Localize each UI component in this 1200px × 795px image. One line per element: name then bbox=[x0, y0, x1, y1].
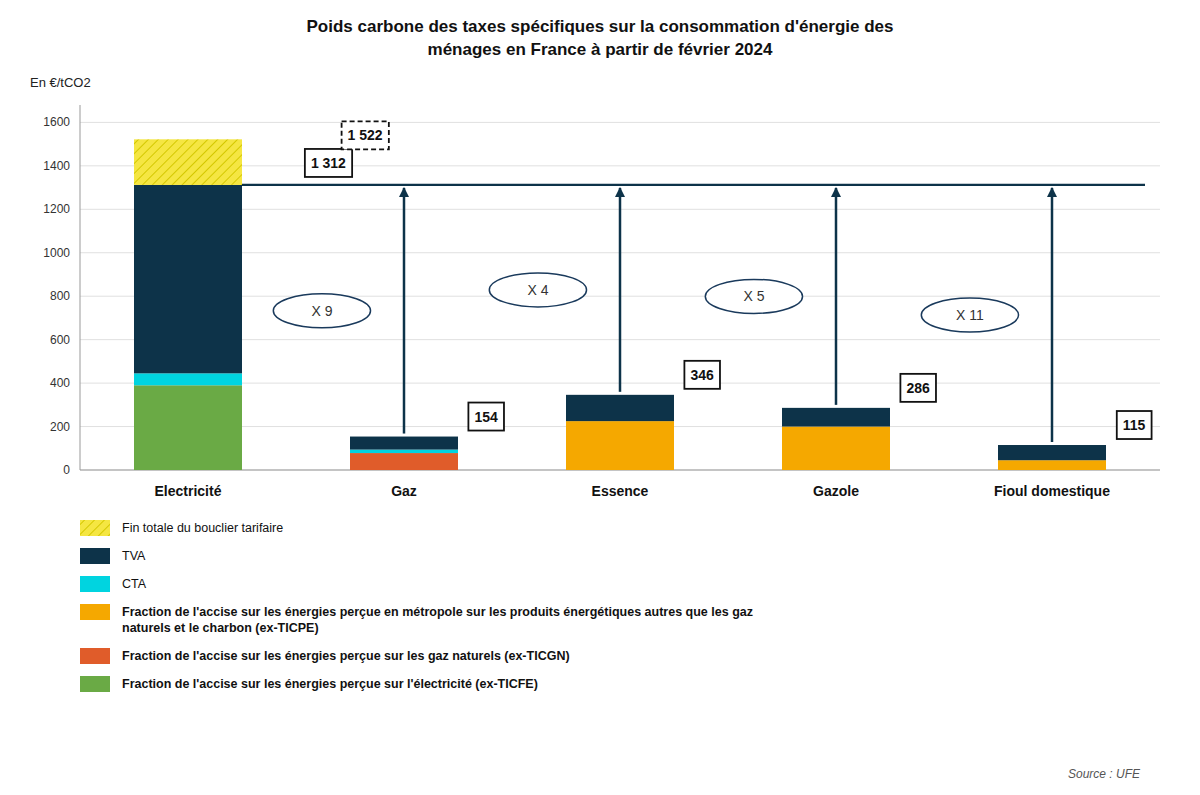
legend-swatch bbox=[80, 548, 110, 564]
total-label-text: 286 bbox=[906, 380, 930, 396]
bar-segment bbox=[566, 395, 674, 421]
bar-segment bbox=[134, 373, 242, 385]
text-line: Fraction de l'accise sur les énergies pe… bbox=[122, 649, 570, 663]
legend-swatch bbox=[80, 604, 110, 620]
multiplier-arrow bbox=[619, 188, 622, 392]
bar-segment bbox=[350, 437, 458, 450]
text-line: Poids carbone des taxes spécifiques sur … bbox=[307, 17, 894, 36]
y-tick-label: 200 bbox=[50, 420, 70, 434]
y-axis-label: En €/tCO2 bbox=[30, 75, 91, 90]
x-tick-label: Electricité bbox=[155, 483, 222, 499]
y-tick-label: 800 bbox=[50, 289, 70, 303]
total-label: 1 312 bbox=[305, 149, 352, 177]
multiplier-ellipse bbox=[273, 294, 370, 328]
bar-segment bbox=[566, 421, 674, 470]
multiplier-label: X 11 bbox=[956, 307, 984, 323]
multiplier-arrow bbox=[1051, 188, 1054, 442]
multiplier-arrow bbox=[403, 188, 406, 434]
y-tick-label: 0 bbox=[63, 463, 70, 477]
bar-segment bbox=[134, 385, 242, 470]
bar-segment bbox=[134, 139, 242, 185]
reference-line bbox=[242, 184, 1145, 186]
total-label: 346 bbox=[684, 361, 720, 389]
y-tick-label: 1000 bbox=[43, 246, 70, 260]
total-label-box bbox=[900, 374, 936, 402]
legend: Fin totale du bouclier tarifaire TVA CTA Fr… bbox=[80, 520, 753, 692]
legend-label: Fin totale du bouclier tarifaire bbox=[122, 521, 283, 535]
x-tick-label: Fioul domestique bbox=[994, 483, 1110, 499]
legend-swatch bbox=[80, 676, 110, 692]
total-label-box bbox=[684, 361, 720, 389]
total-label-box bbox=[468, 403, 504, 431]
multiplier-ellipse bbox=[489, 273, 586, 307]
total-label-text: 1 312 bbox=[311, 155, 346, 171]
text-line: Fraction de l'accise sur les énergies pe… bbox=[122, 677, 538, 691]
text-line: TVA bbox=[122, 549, 146, 563]
legend-label: Fraction de l'accise sur les énergies pe… bbox=[122, 649, 570, 663]
bar-segment bbox=[350, 450, 458, 453]
multiplier-ellipse bbox=[705, 279, 802, 313]
total-label: 115 bbox=[1117, 411, 1152, 439]
legend-swatch bbox=[80, 520, 110, 536]
total-label: 286 bbox=[900, 374, 936, 402]
title: Poids carbone des taxes spécifiques sur … bbox=[307, 17, 894, 59]
multiplier-label: X 5 bbox=[743, 288, 764, 304]
y-tick-label: 600 bbox=[50, 333, 70, 347]
multiplier-label: X 9 bbox=[311, 303, 332, 319]
legend-swatch bbox=[80, 576, 110, 592]
total-label-text: 154 bbox=[474, 409, 498, 425]
y-axis-line bbox=[80, 105, 81, 470]
total-label: 1 522 bbox=[342, 121, 389, 149]
x-tick-label: Gazole bbox=[813, 483, 859, 499]
y-tick-label: 1200 bbox=[43, 202, 70, 216]
legend-swatch bbox=[80, 648, 110, 664]
multiplier-label: X 4 bbox=[527, 282, 548, 298]
bars bbox=[134, 139, 1106, 470]
text-line: ménages en France à partir de février 20… bbox=[428, 40, 773, 59]
bar-segment bbox=[782, 427, 890, 470]
text-line: Fin totale du bouclier tarifaire bbox=[122, 521, 283, 535]
multiplier-ellipse bbox=[921, 298, 1018, 332]
multiplier-arrow bbox=[835, 188, 838, 405]
text-line: naturels et le charbon (ex-TICPE) bbox=[122, 621, 319, 635]
total-label-box bbox=[1117, 411, 1152, 439]
bar-segment bbox=[998, 445, 1106, 460]
total-label-box bbox=[342, 121, 389, 149]
bar-segment bbox=[998, 460, 1106, 470]
y-tick-label: 400 bbox=[50, 376, 70, 390]
legend-label: Fraction de l'accise sur les énergies pe… bbox=[122, 605, 753, 635]
y-tick-label: 1600 bbox=[43, 115, 70, 129]
x-tick-label: Gaz bbox=[391, 483, 417, 499]
bar-segment bbox=[350, 453, 458, 470]
total-label-text: 115 bbox=[1123, 417, 1146, 433]
chart: Poids carbone des taxes spécifiques sur … bbox=[0, 0, 1200, 795]
bar-segment bbox=[782, 408, 890, 427]
source: Source : UFE bbox=[1068, 767, 1141, 781]
legend-label: TVA bbox=[122, 549, 146, 563]
grid-line bbox=[80, 122, 1160, 123]
grid: 0 200 400 600 800 1000 1200 1400 1600 bbox=[43, 115, 1160, 477]
total-label-box bbox=[305, 149, 352, 177]
y-tick-label: 1400 bbox=[43, 159, 70, 173]
total-label: 154 bbox=[468, 403, 504, 431]
text-line: Fraction de l'accise sur les énergies pe… bbox=[122, 605, 753, 619]
bar-segment bbox=[134, 185, 242, 373]
annotations: X 9 X 4 X 5 X 11 1 312 154 346 286 115 1 522 bbox=[242, 121, 1152, 442]
x-tick-label: Essence bbox=[592, 483, 649, 499]
total-label-text: 346 bbox=[690, 367, 714, 383]
text-line: CTA bbox=[122, 577, 147, 591]
total-label-text: 1 522 bbox=[348, 127, 383, 143]
legend-label: CTA bbox=[122, 577, 147, 591]
legend-label: Fraction de l'accise sur les énergies pe… bbox=[122, 677, 538, 691]
